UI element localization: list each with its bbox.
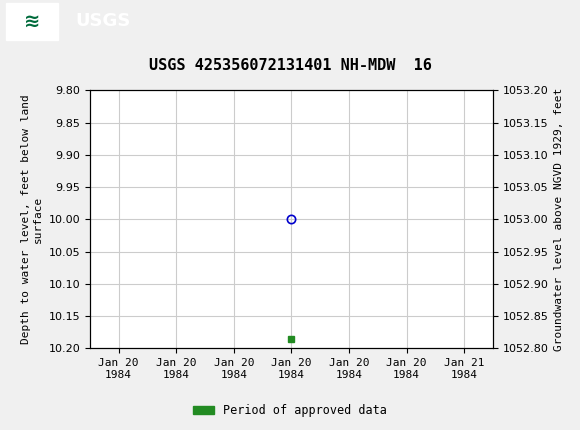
Text: USGS 425356072131401 NH-MDW  16: USGS 425356072131401 NH-MDW 16 [148,58,432,73]
Y-axis label: Depth to water level, feet below land
surface: Depth to water level, feet below land su… [21,95,43,344]
Legend: Period of approved data: Period of approved data [188,399,392,422]
FancyBboxPatch shape [6,3,58,40]
Y-axis label: Groundwater level above NGVD 1929, feet: Groundwater level above NGVD 1929, feet [554,88,564,351]
Text: ≋: ≋ [24,12,40,31]
Text: USGS: USGS [75,12,130,31]
